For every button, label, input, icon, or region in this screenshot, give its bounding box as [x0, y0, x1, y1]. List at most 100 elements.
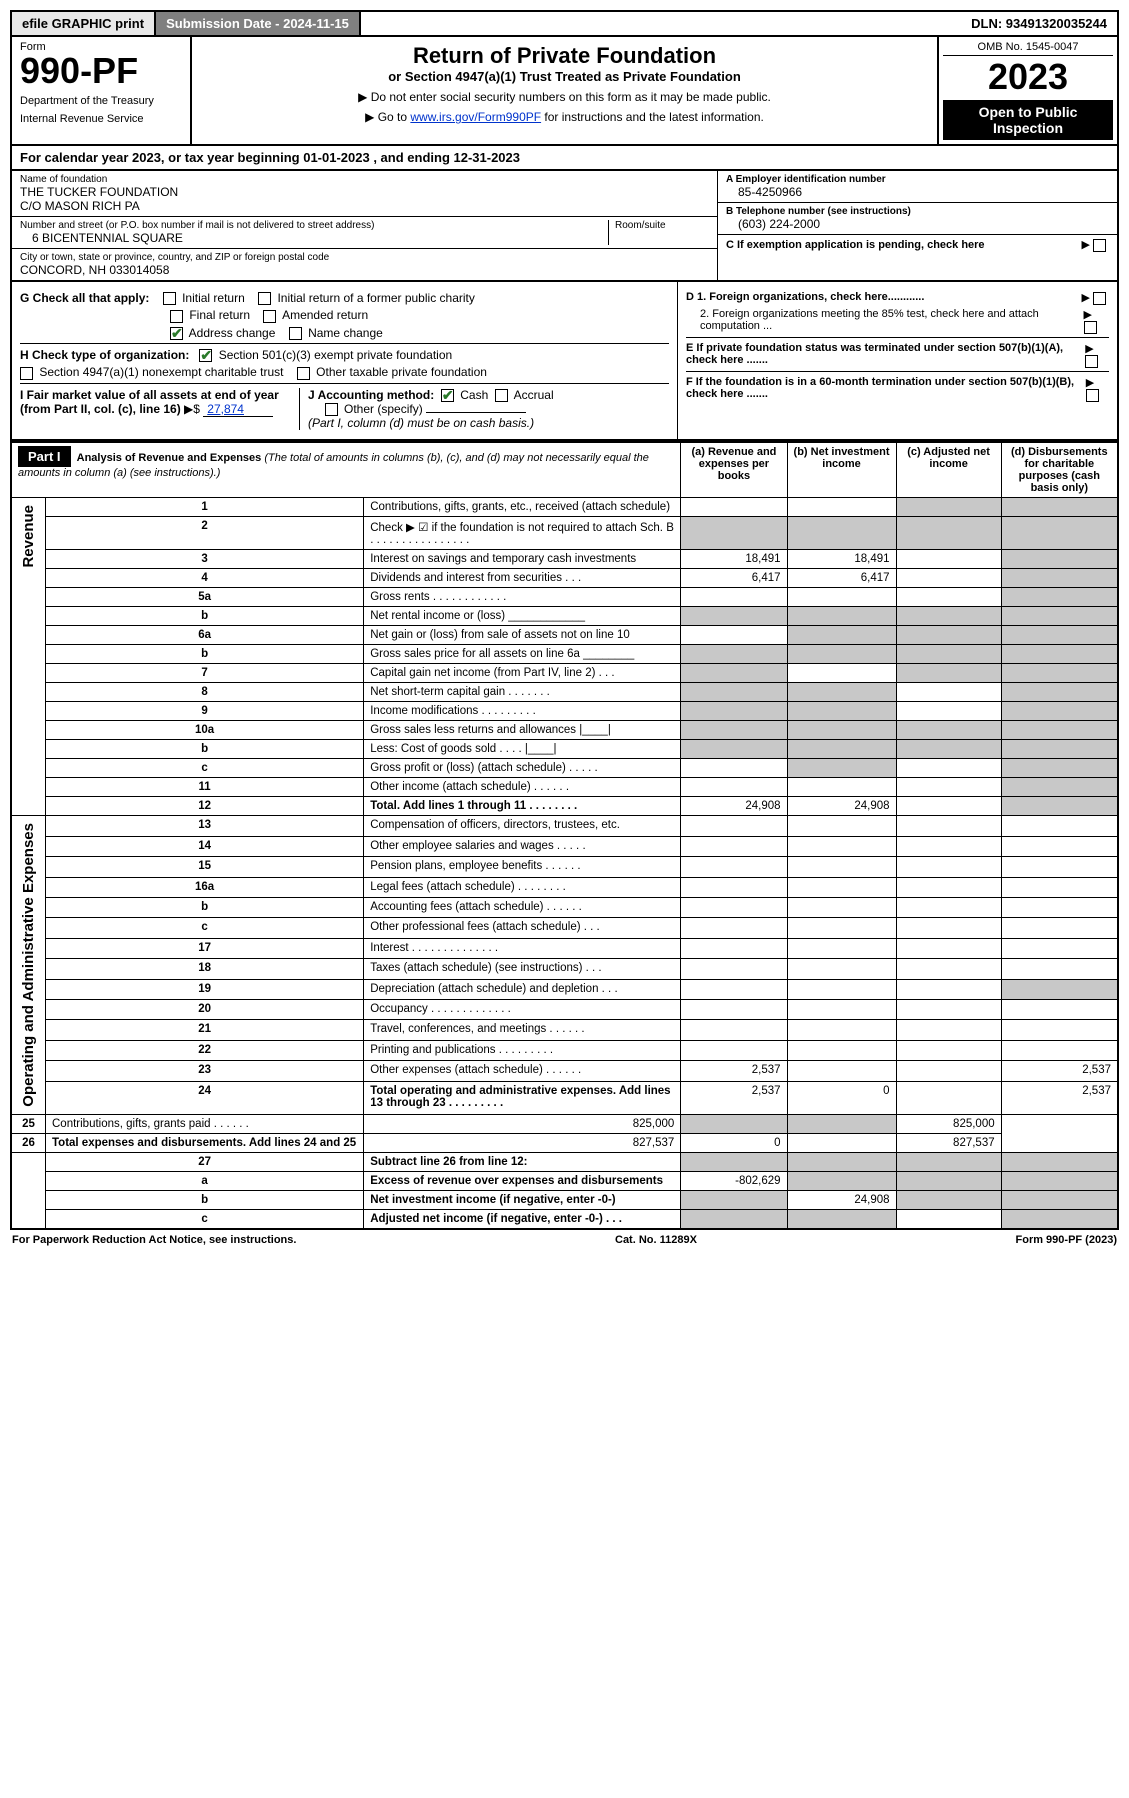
row-description: Contributions, gifts, grants paid . . . …: [46, 1115, 364, 1134]
cell-c: [896, 877, 1001, 897]
cell-d: [1001, 721, 1118, 740]
footer-center: Cat. No. 11289X: [615, 1234, 697, 1246]
name-change-label: Name change: [308, 326, 383, 340]
f-checkbox[interactable]: [1086, 389, 1099, 402]
row-number: 4: [46, 569, 364, 588]
efile-print-button[interactable]: efile GRAPHIC print: [12, 12, 156, 35]
other-checkbox[interactable]: [325, 403, 338, 416]
cell-a: [681, 959, 787, 979]
cell-c: [896, 1061, 1001, 1081]
row-description: Less: Cost of goods sold . . . . |____|: [364, 740, 681, 759]
table-row: 7Capital gain net income (from Part IV, …: [11, 664, 1118, 683]
row-description: Net investment income (if negative, ente…: [364, 1191, 681, 1210]
irs-link[interactable]: www.irs.gov/Form990PF: [410, 110, 541, 124]
cell-a: [681, 816, 787, 836]
row-description: Subtract line 26 from line 12:: [364, 1153, 681, 1172]
cell-d: [1001, 778, 1118, 797]
cell-d: [1001, 498, 1118, 517]
row-description: Other employee salaries and wages . . . …: [364, 836, 681, 856]
cell-b: [787, 816, 896, 836]
f-label: F If the foundation is in a 60-month ter…: [686, 376, 1086, 402]
cell-d: [1001, 1172, 1118, 1191]
cell-c: [896, 550, 1001, 569]
name-change-checkbox[interactable]: [289, 327, 302, 340]
amended-return-label: Amended return: [282, 308, 368, 322]
initial-return-checkbox[interactable]: [163, 292, 176, 305]
row-number: 12: [46, 797, 364, 816]
row-number: 7: [46, 664, 364, 683]
d2-checkbox[interactable]: [1084, 321, 1097, 334]
cell-b: [787, 778, 896, 797]
final-return-checkbox[interactable]: [170, 310, 183, 323]
instruction-2: ▶ Go to www.irs.gov/Form990PF for instru…: [202, 110, 927, 124]
c-checkbox[interactable]: [1093, 239, 1106, 252]
row-description: Capital gain net income (from Part IV, l…: [364, 664, 681, 683]
row-description: Excess of revenue over expenses and disb…: [364, 1172, 681, 1191]
cell-b: [787, 498, 896, 517]
cell-c: [896, 1020, 1001, 1040]
h1-checkbox[interactable]: [199, 349, 212, 362]
info-left: Name of foundation THE TUCKER FOUNDATION…: [12, 171, 717, 280]
cell-c: [896, 959, 1001, 979]
row-description: Compensation of officers, directors, tru…: [364, 816, 681, 836]
cell-c: [787, 1115, 896, 1134]
row-description: Net short-term capital gain . . . . . . …: [364, 683, 681, 702]
table-row: bAccounting fees (attach schedule) . . .…: [11, 897, 1118, 917]
cell-a: 18,491: [681, 550, 787, 569]
row-description: Net rental income or (loss) ____________: [364, 607, 681, 626]
cell-a: 2,537: [681, 1061, 787, 1081]
table-row: cAdjusted net income (if negative, enter…: [11, 1210, 1118, 1230]
amended-return-checkbox[interactable]: [263, 310, 276, 323]
accrual-checkbox[interactable]: [495, 389, 508, 402]
table-row: 15Pension plans, employee benefits . . .…: [11, 857, 1118, 877]
e-checkbox[interactable]: [1085, 355, 1098, 368]
row-description: Legal fees (attach schedule) . . . . . .…: [364, 877, 681, 897]
cell-b: [787, 588, 896, 607]
checks-right: D 1. Foreign organizations, check here..…: [677, 282, 1117, 439]
cell-c: [896, 588, 1001, 607]
row-description: Other income (attach schedule) . . . . .…: [364, 778, 681, 797]
d1-checkbox[interactable]: [1093, 292, 1106, 305]
cell-b: [787, 999, 896, 1019]
addr-label: Number and street (or P.O. box number if…: [20, 220, 602, 231]
cell-a: [681, 607, 787, 626]
cell-b: [787, 517, 896, 550]
row-description: Gross rents . . . . . . . . . . . .: [364, 588, 681, 607]
cell-c: [896, 797, 1001, 816]
cell-d: [1001, 797, 1118, 816]
tel-cell: B Telephone number (see instructions) (6…: [718, 203, 1117, 235]
cell-c: [896, 979, 1001, 999]
cash-checkbox[interactable]: [441, 389, 454, 402]
cell-c: [896, 759, 1001, 778]
row-description: Accounting fees (attach schedule) . . . …: [364, 897, 681, 917]
info-right: A Employer identification number 85-4250…: [717, 171, 1117, 280]
row-number: 22: [46, 1040, 364, 1060]
cell-c: [896, 918, 1001, 938]
cell-b: [787, 959, 896, 979]
row-description: Net gain or (loss) from sale of assets n…: [364, 626, 681, 645]
cell-c: [896, 498, 1001, 517]
h3-checkbox[interactable]: [297, 367, 310, 380]
cell-a: [681, 979, 787, 999]
cell-d: [1001, 588, 1118, 607]
dln-number: DLN: 93491320035244: [961, 12, 1117, 35]
table-row: 24Total operating and administrative exp…: [11, 1081, 1118, 1114]
i-value[interactable]: 27,874: [203, 402, 273, 417]
cell-c: [896, 778, 1001, 797]
address-change-checkbox[interactable]: [170, 327, 183, 340]
ein-label: A Employer identification number: [726, 174, 1109, 185]
h2-checkbox[interactable]: [20, 367, 33, 380]
cell-a: 827,537: [364, 1134, 681, 1153]
row-number: 24: [46, 1081, 364, 1114]
initial-former-checkbox[interactable]: [258, 292, 271, 305]
table-row: Operating and Administrative Expenses13C…: [11, 816, 1118, 836]
form-subtitle: or Section 4947(a)(1) Trust Treated as P…: [202, 69, 927, 84]
cell-b: [787, 979, 896, 999]
tel-label: B Telephone number (see instructions): [726, 206, 1109, 217]
cell-a: [681, 857, 787, 877]
cell-a: [681, 836, 787, 856]
table-row: cGross profit or (loss) (attach schedule…: [11, 759, 1118, 778]
cell-b: 6,417: [787, 569, 896, 588]
e-label: E If private foundation status was termi…: [686, 342, 1085, 368]
cell-a: [681, 626, 787, 645]
